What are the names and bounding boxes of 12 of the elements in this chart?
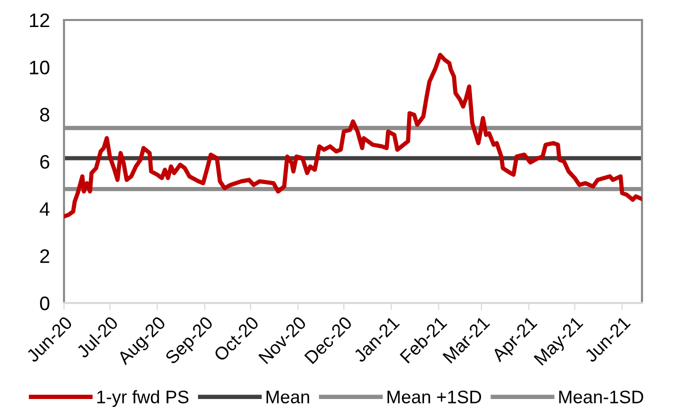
y-tick-label: 6 bbox=[40, 154, 50, 169]
y-tick-label: 2 bbox=[40, 249, 50, 263]
y-tick-label: 8 bbox=[40, 108, 50, 122]
legend-label: 1-yr fwd PS bbox=[97, 390, 188, 407]
legend-label: Mean +1SD bbox=[388, 390, 482, 404]
y-tick-label: 10 bbox=[30, 60, 50, 74]
legend-label: Mean-1SD bbox=[559, 390, 644, 404]
legend-label: Mean bbox=[266, 390, 310, 404]
y-tick-label: 12 bbox=[30, 13, 50, 28]
line-series bbox=[64, 52, 642, 219]
y-tick-label: 4 bbox=[40, 202, 50, 216]
y-tick-label: 0 bbox=[40, 296, 50, 310]
